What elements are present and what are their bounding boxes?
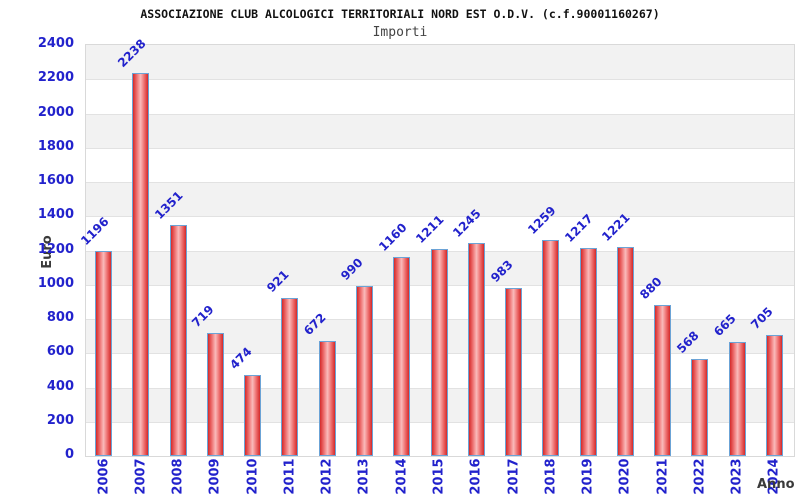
bar-2007 — [132, 72, 150, 456]
x-tick-2013: 2013 — [356, 458, 372, 495]
bar-2020 — [616, 246, 634, 456]
y-tick-1400: 1400 — [37, 207, 74, 223]
bar-2006 — [95, 251, 113, 456]
bar-2009 — [206, 332, 224, 456]
x-tick-2014: 2014 — [394, 458, 410, 495]
y-tick-1600: 1600 — [37, 173, 74, 188]
x-tick-2018: 2018 — [543, 458, 559, 495]
x-tick-2007: 2007 — [133, 458, 149, 495]
bar-2016 — [467, 242, 485, 456]
y-tick-800: 800 — [46, 310, 74, 325]
x-axis-label: Anno — [757, 477, 795, 492]
gridline — [86, 216, 794, 218]
gridline — [86, 182, 794, 183]
bar-2018 — [542, 240, 560, 456]
x-tick-2011: 2011 — [282, 458, 298, 495]
plot-area: 1196 2238 1351 719 474 921 672 990 1160 1211 1245 9… — [78, 36, 795, 457]
x-tick-2006: 2006 — [96, 458, 112, 495]
plot-band — [86, 45, 794, 80]
plot-band — [86, 113, 794, 148]
x-tick-2022: 2022 — [692, 458, 708, 495]
y-tick-2000: 2000 — [37, 104, 74, 120]
y-tick-2200: 2200 — [37, 70, 74, 86]
bar-2021 — [654, 305, 672, 456]
gridline — [86, 147, 794, 149]
x-tick-2015: 2015 — [431, 458, 447, 495]
x-tick-2010: 2010 — [245, 458, 261, 495]
bar-value-2006: 1196 — [77, 214, 112, 249]
bar-2015 — [430, 248, 448, 456]
x-tick-2009: 2009 — [207, 458, 223, 495]
x-tick-2023: 2023 — [729, 458, 745, 495]
gridline — [86, 79, 794, 81]
bar-2017 — [505, 287, 523, 456]
y-tick-400: 400 — [46, 378, 74, 394]
y-tick-0: 0 — [64, 447, 74, 462]
y-axis-ticks: 2400 2200 2000 1800 1600 1400 1200 1000 800 600 40… — [0, 36, 78, 462]
x-axis-ticks: 2006 2007 2008 2009 2010 2011 2012 2013 2014 2015… — [85, 455, 793, 500]
bar-value-2014: 1160 — [375, 220, 410, 255]
gridline — [86, 113, 794, 115]
bar-2022 — [691, 358, 709, 456]
bar-2013 — [355, 286, 373, 456]
bar-2012 — [318, 340, 336, 456]
x-tick-2017: 2017 — [506, 458, 522, 495]
x-tick-2019: 2019 — [580, 458, 596, 495]
bar-2010 — [244, 374, 262, 456]
bar-2024 — [765, 335, 783, 456]
y-tick-2400: 2400 — [37, 36, 74, 51]
bar-2014 — [393, 257, 411, 456]
chart-title: ASSOCIAZIONE CLUB ALCOLOGICI TERRITORIAL… — [140, 7, 660, 21]
x-tick-2020: 2020 — [617, 458, 633, 495]
y-tick-600: 600 — [46, 344, 74, 360]
x-tick-2008: 2008 — [170, 458, 186, 495]
bar-2008 — [169, 224, 187, 456]
x-tick-2021: 2021 — [655, 458, 671, 495]
y-tick-1800: 1800 — [37, 138, 74, 154]
y-tick-1000: 1000 — [37, 275, 74, 291]
y-tick-200: 200 — [46, 412, 74, 428]
plot-band — [86, 182, 794, 217]
bar-2019 — [579, 247, 597, 456]
chart-subtitle: Importi — [372, 25, 428, 40]
y-tick-1200: 1200 — [37, 241, 74, 257]
bar-2011 — [281, 298, 299, 456]
x-tick-2012: 2012 — [319, 458, 335, 495]
x-tick-2016: 2016 — [468, 458, 484, 495]
bar-2023 — [728, 342, 746, 456]
